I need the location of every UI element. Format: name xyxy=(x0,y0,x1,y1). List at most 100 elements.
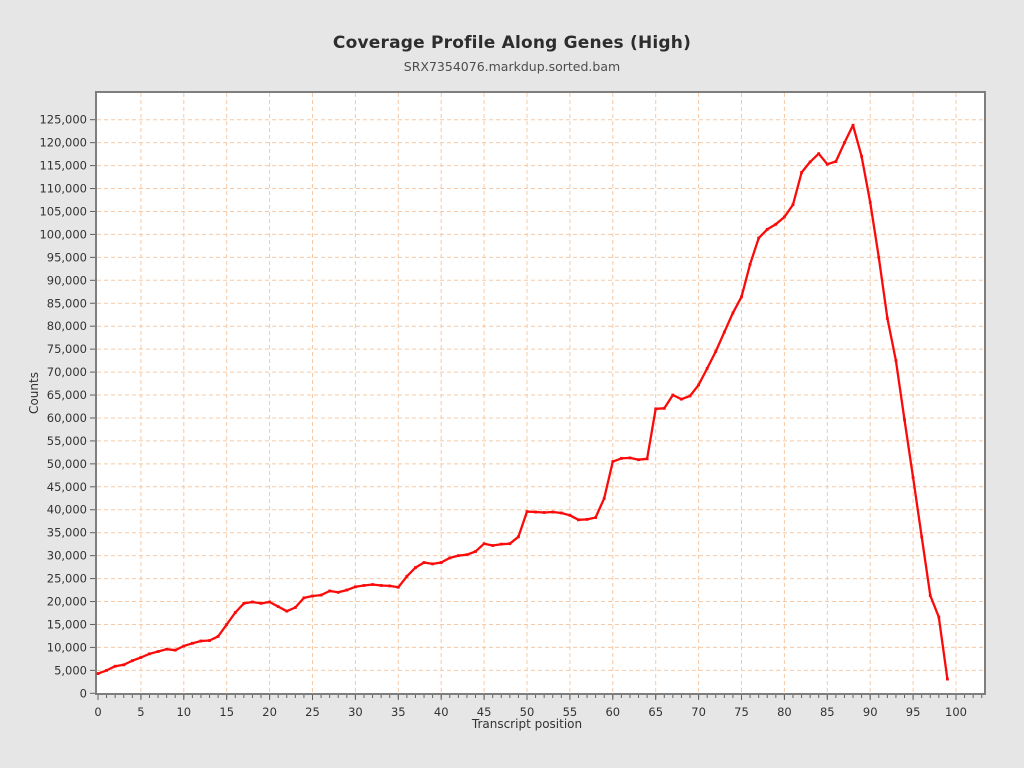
y-tick-label: 75,000 xyxy=(47,342,87,356)
y-tick-label: 110,000 xyxy=(39,182,87,196)
x-tick-label: 70 xyxy=(691,705,706,719)
x-tick-label: 100 xyxy=(945,705,967,719)
chart-title: Coverage Profile Along Genes (High) xyxy=(332,33,692,53)
data-point-marker xyxy=(568,513,572,517)
data-point-marker xyxy=(800,171,803,174)
x-tick-label: 65 xyxy=(648,705,663,719)
data-point-marker xyxy=(911,476,915,480)
data-point-marker xyxy=(491,544,495,547)
data-point-marker xyxy=(216,634,220,638)
plot-area xyxy=(96,92,985,694)
data-point-marker xyxy=(705,367,709,370)
data-point-marker xyxy=(242,601,246,605)
x-tick-label: 80 xyxy=(777,705,792,719)
x-tick-label: 85 xyxy=(820,705,835,719)
data-point-marker xyxy=(937,615,941,619)
x-tick-label: 35 xyxy=(391,705,406,719)
data-point-marker xyxy=(885,316,889,320)
x-tick-label: 60 xyxy=(605,705,620,719)
data-point-marker xyxy=(499,542,503,546)
data-point-marker xyxy=(688,394,692,398)
x-tick-label: 55 xyxy=(563,705,578,719)
data-point-marker xyxy=(508,542,512,546)
data-point-marker xyxy=(396,585,400,589)
data-point-marker xyxy=(714,350,718,353)
data-point-marker xyxy=(602,496,606,500)
x-axis-label: Transcript position xyxy=(471,717,582,731)
data-point-marker xyxy=(808,160,812,164)
y-tick-label: 125,000 xyxy=(39,113,87,127)
x-tick-label: 10 xyxy=(176,705,191,719)
data-point-marker xyxy=(465,553,469,557)
y-tick-label: 0 xyxy=(80,686,87,700)
data-point-marker xyxy=(654,407,658,411)
y-tick-label: 35,000 xyxy=(47,526,87,540)
y-tick-label: 120,000 xyxy=(39,136,87,150)
data-point-marker xyxy=(182,644,186,648)
data-point-marker xyxy=(559,511,563,515)
data-point-marker xyxy=(405,574,409,578)
data-point-marker xyxy=(302,596,306,600)
data-point-marker xyxy=(293,606,297,609)
y-tick-label: 85,000 xyxy=(47,296,87,310)
x-tick-label: 20 xyxy=(262,705,277,719)
data-point-marker xyxy=(130,659,134,663)
data-point-marker xyxy=(285,609,289,613)
x-tick-label: 95 xyxy=(906,705,921,719)
data-point-marker xyxy=(439,561,443,564)
data-point-marker xyxy=(671,393,675,397)
y-tick-label: 5,000 xyxy=(54,663,87,677)
x-tick-label: 25 xyxy=(305,705,320,719)
data-point-marker xyxy=(843,141,846,145)
data-point-marker xyxy=(774,222,778,226)
data-point-marker xyxy=(139,656,143,659)
data-point-marker xyxy=(903,418,906,422)
y-tick-label: 25,000 xyxy=(47,572,87,586)
data-point-marker xyxy=(551,510,555,514)
y-tick-label: 105,000 xyxy=(39,204,87,218)
data-point-marker xyxy=(517,535,520,539)
data-point-marker xyxy=(156,650,160,653)
data-point-marker xyxy=(268,600,271,604)
data-point-marker xyxy=(379,584,383,587)
data-point-marker xyxy=(371,583,374,586)
data-point-marker xyxy=(851,123,855,127)
plot-border xyxy=(95,91,986,695)
data-point-marker xyxy=(482,542,486,546)
data-point-marker xyxy=(259,601,263,605)
y-tick-label: 30,000 xyxy=(47,549,87,563)
data-point-marker xyxy=(319,593,323,597)
data-point-marker xyxy=(208,639,211,642)
x-tick-label: 40 xyxy=(434,705,449,719)
data-point-marker xyxy=(122,663,126,667)
data-point-marker xyxy=(585,517,589,521)
data-point-marker xyxy=(722,330,726,334)
x-tick-label: 45 xyxy=(477,705,492,719)
data-point-marker xyxy=(148,652,151,656)
data-point-marker xyxy=(894,359,898,363)
data-point-marker xyxy=(680,397,683,401)
data-point-marker xyxy=(542,511,546,514)
data-point-marker xyxy=(276,605,280,608)
data-point-marker xyxy=(474,550,477,553)
chart-subtitle: SRX7354076.markdup.sorted.bam xyxy=(403,59,621,74)
y-tick-label: 70,000 xyxy=(47,365,87,379)
y-tick-label: 10,000 xyxy=(47,640,87,654)
y-tick-label: 40,000 xyxy=(47,503,87,517)
data-point-marker xyxy=(765,227,769,231)
x-tick-label: 15 xyxy=(219,705,234,719)
data-point-marker xyxy=(328,589,332,593)
x-tick-label: 0 xyxy=(94,705,101,719)
data-point-marker xyxy=(860,155,864,158)
data-point-marker xyxy=(783,215,786,219)
y-tick-label: 60,000 xyxy=(47,411,87,425)
data-point-marker xyxy=(448,556,452,560)
data-point-marker xyxy=(336,590,340,594)
data-point-marker xyxy=(354,585,357,589)
y-tick-label: 80,000 xyxy=(47,319,87,333)
data-point-marker xyxy=(431,562,435,566)
data-point-marker xyxy=(637,458,640,462)
y-tick-label: 50,000 xyxy=(47,457,87,471)
data-point-marker xyxy=(233,611,237,614)
